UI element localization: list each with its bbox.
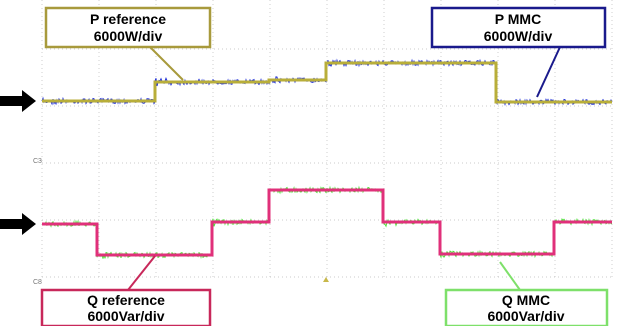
label-scale: 6000W/div: [484, 28, 553, 44]
label-name: P MMC: [495, 11, 541, 27]
label-scale: 6000Var/div: [487, 308, 564, 324]
channel-marker: C3: [33, 158, 42, 165]
label-scale: 6000W/div: [94, 28, 163, 44]
label-name: Q reference: [87, 292, 165, 308]
scope-screenshot: C3 C8 P reference 6000W/div P MMC 6000W/…: [0, 0, 617, 326]
label-name: Q MMC: [502, 292, 550, 308]
label-name: P reference: [90, 11, 166, 27]
channel-marker: C8: [33, 279, 42, 286]
background: [0, 0, 617, 326]
label-scale: 6000Var/div: [87, 308, 164, 324]
